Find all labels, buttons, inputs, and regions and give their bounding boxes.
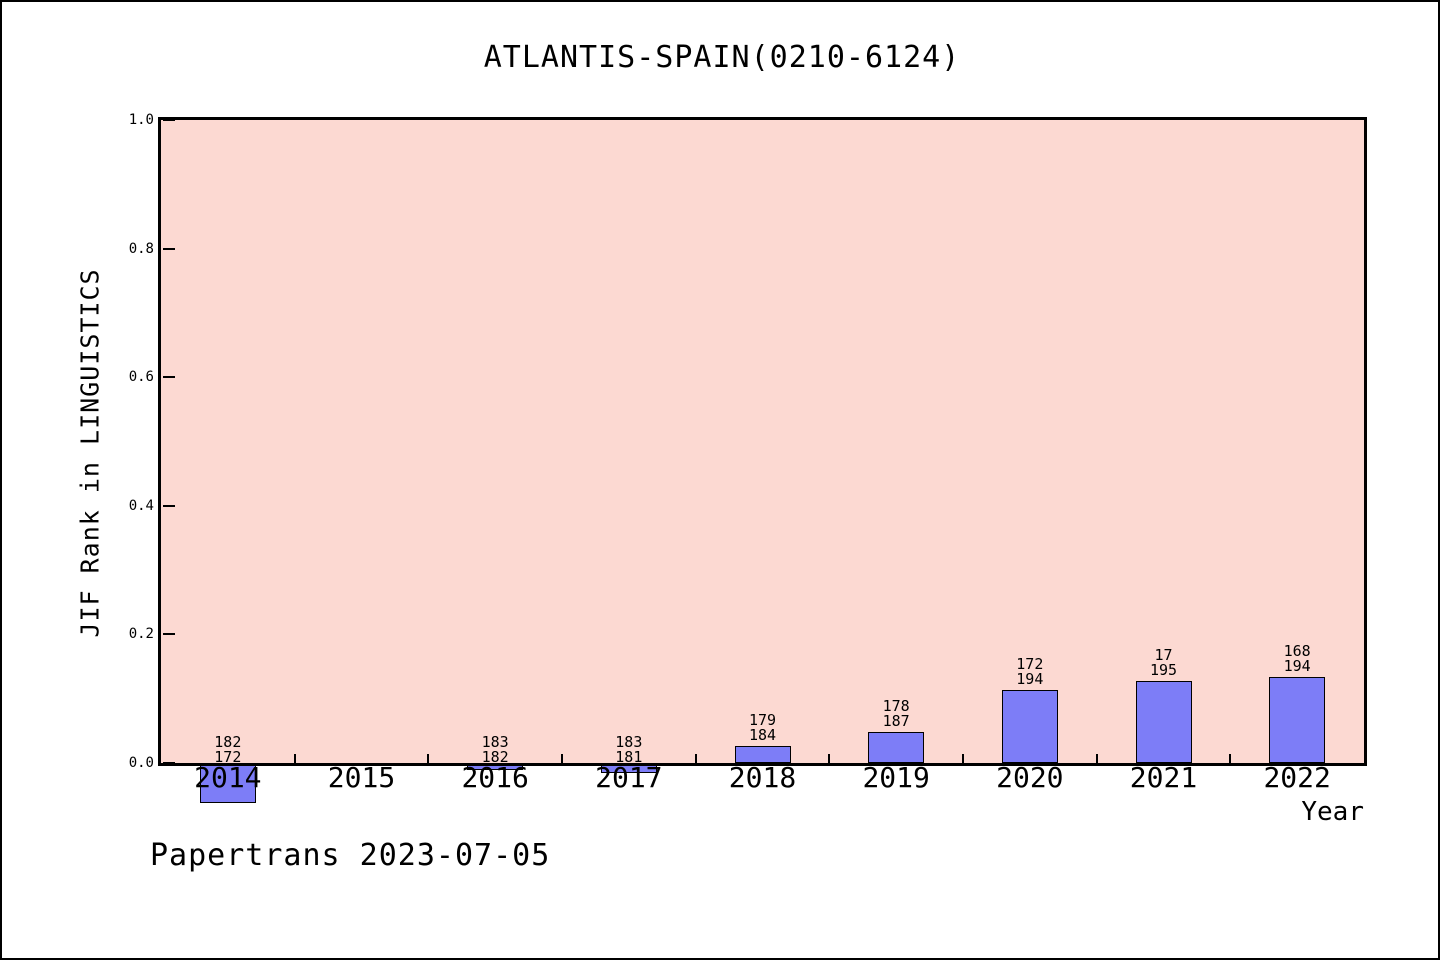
x-axis-tick bbox=[694, 754, 697, 763]
bar-value-line: 184 bbox=[748, 725, 777, 744]
bar-value-line: 181 bbox=[615, 748, 643, 766]
bar-2014 bbox=[199, 763, 256, 804]
y-axis-tick-label: 0.6 bbox=[128, 369, 154, 386]
x-category-label: 2016 bbox=[461, 761, 529, 794]
x-axis-line bbox=[158, 763, 1367, 766]
x-category-label: 2017 bbox=[595, 761, 663, 794]
bar-value-line: 178 bbox=[882, 697, 910, 716]
bar-value-label: 183 182 bbox=[428, 735, 562, 765]
bar-value-line: 194 bbox=[1283, 656, 1311, 675]
bar-2020 bbox=[1001, 690, 1058, 763]
y-axis-tick-label: 0.2 bbox=[128, 626, 154, 643]
bar-value-line: 172 bbox=[214, 748, 242, 766]
bar-value-label: 179 184 bbox=[696, 710, 830, 744]
bar-2019 bbox=[868, 732, 925, 763]
plot-area bbox=[158, 117, 1367, 766]
x-category-label: 2019 bbox=[862, 761, 930, 794]
y-axis-tick-label: 0.0 bbox=[128, 755, 154, 771]
x-axis-tick bbox=[962, 754, 964, 763]
y-axis-tick bbox=[163, 376, 175, 379]
bar-2021 bbox=[1135, 680, 1192, 763]
bar-value-label: 178 187 bbox=[829, 699, 963, 729]
bar-value-label: 172 194 bbox=[963, 657, 1097, 687]
bar-2022 bbox=[1269, 676, 1326, 763]
x-axis-label: Year bbox=[1301, 797, 1364, 827]
bar-value-line: 182 bbox=[481, 748, 509, 766]
x-axis-tick bbox=[293, 754, 296, 763]
bar-value-line: 168 bbox=[1283, 641, 1311, 660]
chart-title: ATLANTIS-SPAIN(0210-6124) bbox=[483, 40, 961, 75]
y-axis-tick-label: 0.4 bbox=[128, 497, 154, 514]
bar-value-line: 183 bbox=[481, 733, 509, 751]
bar-value-line: 17 bbox=[1154, 645, 1173, 664]
y-axis-label: JIF Rank in LINGUISTICS bbox=[75, 268, 105, 638]
x-category-label: 2014 bbox=[194, 761, 262, 794]
y-axis-tick bbox=[163, 504, 175, 507]
y-axis-tick-label: 1.0 bbox=[128, 112, 154, 128]
y-axis-tick bbox=[163, 633, 175, 636]
bar-value-line: 172 bbox=[1016, 655, 1044, 674]
bar-value-line: 182 bbox=[214, 733, 242, 751]
bar-value-label: 182 172 bbox=[161, 735, 295, 765]
x-axis-tick bbox=[1095, 754, 1098, 763]
x-category-label: 2022 bbox=[1263, 761, 1331, 794]
x-category-label: 2020 bbox=[996, 761, 1064, 794]
x-axis-tick bbox=[1229, 754, 1232, 763]
x-axis-tick bbox=[561, 754, 563, 763]
bar-value-line: 183 bbox=[615, 733, 643, 751]
bar-value-line: 195 bbox=[1149, 660, 1178, 679]
x-axis-tick bbox=[427, 754, 430, 763]
y-axis-tick-label: 0.8 bbox=[128, 240, 154, 257]
bar-2018 bbox=[734, 745, 791, 763]
y-axis-tick bbox=[163, 247, 175, 250]
bar-value-line: 179 bbox=[748, 710, 777, 729]
x-category-label: 2015 bbox=[327, 761, 396, 794]
bar-value-label: 17 195 bbox=[1097, 645, 1231, 679]
bar-value-line: 187 bbox=[882, 712, 910, 731]
bar-value-line: 194 bbox=[1016, 670, 1044, 689]
x-category-label: 2021 bbox=[1129, 761, 1198, 794]
bar-value-label: 183 181 bbox=[562, 735, 696, 765]
x-axis-tick bbox=[828, 754, 831, 763]
y-axis-tick bbox=[163, 119, 175, 121]
watermark-text: Papertrans 2023-07-05 bbox=[150, 838, 551, 873]
bar-value-label: 168 194 bbox=[1230, 641, 1364, 675]
x-category-label: 2018 bbox=[728, 761, 797, 794]
